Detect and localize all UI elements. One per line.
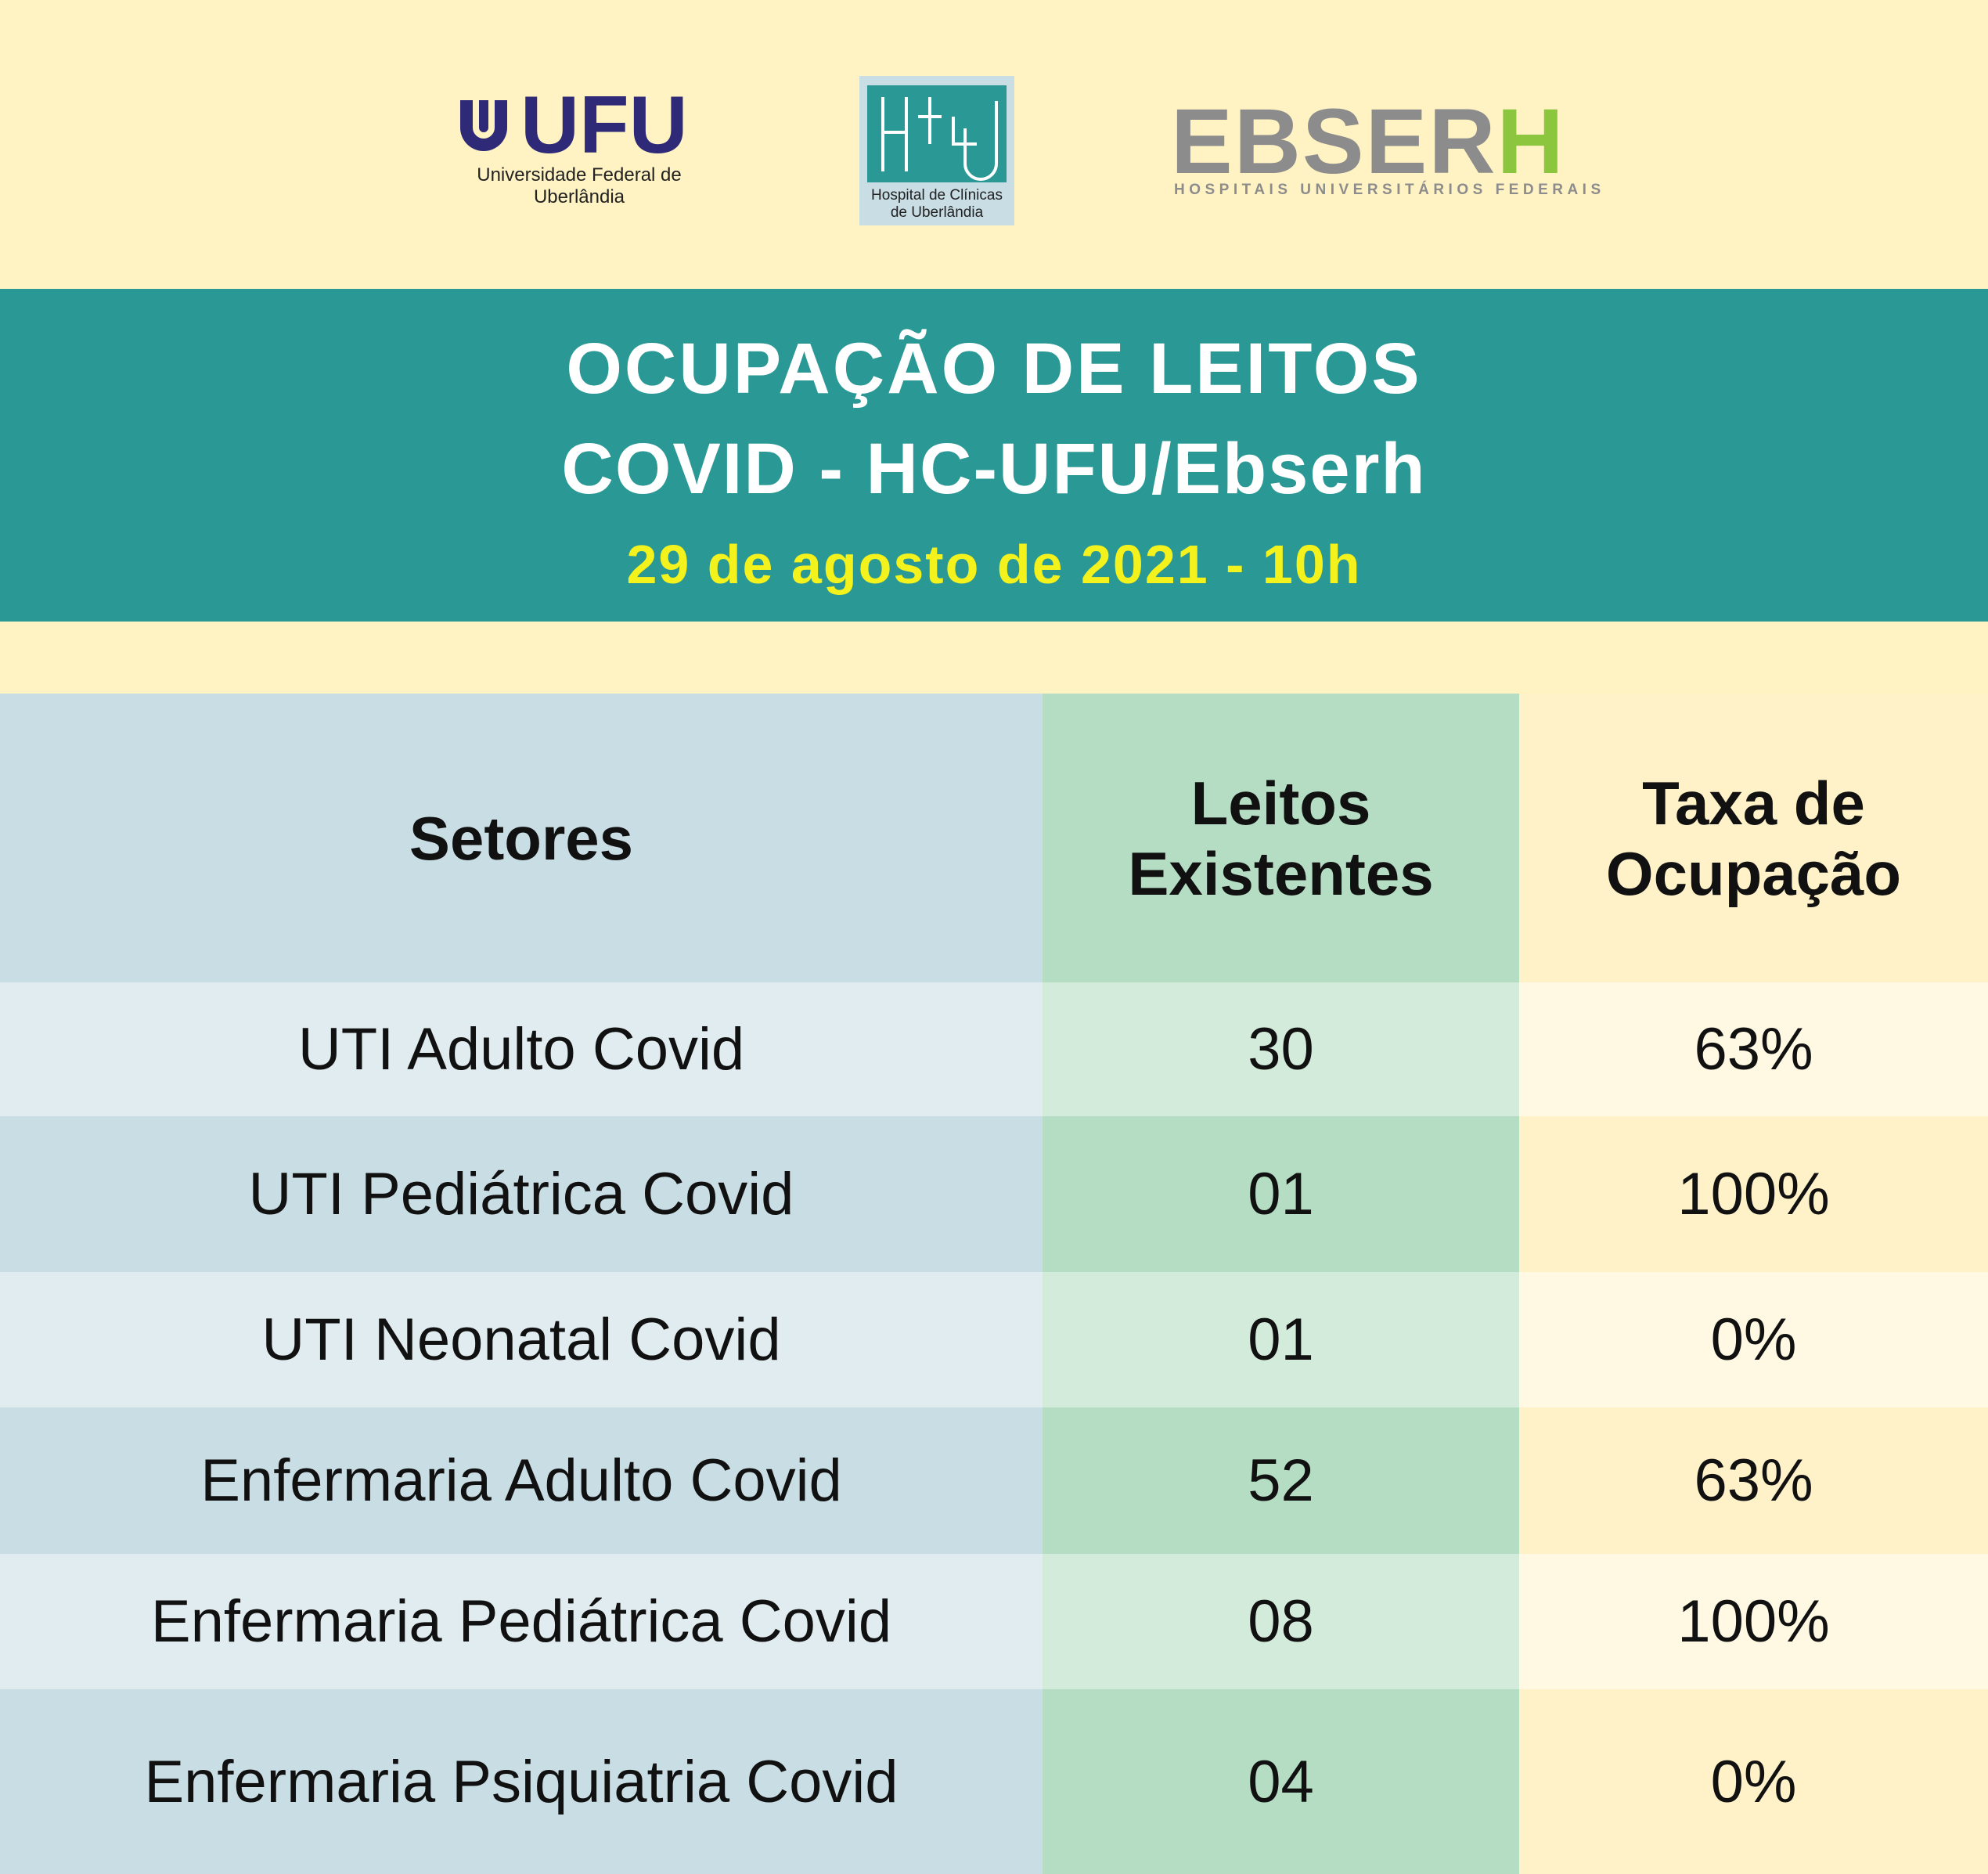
table-cell: 0% bbox=[1519, 1272, 1988, 1407]
title-line: COVID - HC-UFU/Ebserh bbox=[561, 429, 1427, 509]
ufu-name: UFU bbox=[520, 80, 688, 171]
ebserh-name: EBSERH bbox=[1171, 96, 1565, 188]
hc-caption-line: Hospital de Clínicas bbox=[871, 187, 1003, 204]
table-cell: UTI Neonatal Covid bbox=[0, 1272, 1043, 1407]
table-cell: 63% bbox=[1519, 1407, 1988, 1554]
table-cell: 30 bbox=[1043, 982, 1519, 1116]
table-cell: Enfermaria Adulto Covid bbox=[0, 1407, 1043, 1554]
table-cell: 100% bbox=[1519, 1116, 1988, 1272]
title-line: OCUPAÇÃO DE LEITOS bbox=[566, 329, 1422, 409]
table-cell: UTI Pediátrica Covid bbox=[0, 1116, 1043, 1272]
table-cell: Enfermaria Psiquiatria Covid bbox=[0, 1689, 1043, 1874]
hc-caption: Hospital de Clínicas de Uberlândia bbox=[859, 187, 1014, 222]
hc-logo: Hospital de Clínicas de Uberlândia bbox=[859, 76, 1014, 225]
table-cell: 01 bbox=[1043, 1116, 1519, 1272]
ufu-caption: Universidade Federal de Uberlândia bbox=[438, 164, 720, 208]
ufu-caption-line: Universidade Federal de bbox=[477, 164, 682, 186]
column-header: Leitos Existentes bbox=[1043, 694, 1519, 982]
table-cell: UTI Adulto Covid bbox=[0, 982, 1043, 1116]
hc-icon bbox=[867, 85, 1007, 182]
table-cell: 08 bbox=[1043, 1554, 1519, 1689]
table-cell: 01 bbox=[1043, 1272, 1519, 1407]
table-cell: 52 bbox=[1043, 1407, 1519, 1554]
ebserh-gray: EBSER bbox=[1171, 90, 1497, 193]
date: 29 de agosto de 2021 - 10h bbox=[626, 534, 1362, 595]
table-cell: 04 bbox=[1043, 1689, 1519, 1874]
table-cell: 63% bbox=[1519, 982, 1988, 1116]
hc-caption-line: de Uberlândia bbox=[890, 204, 984, 221]
ufu-icon bbox=[460, 100, 507, 151]
table-cell: 0% bbox=[1519, 1689, 1988, 1874]
ebserh-caption: HOSPITAIS UNIVERSITÁRIOS FEDERAIS bbox=[1174, 182, 1605, 198]
ebserh-green: H bbox=[1496, 90, 1565, 193]
title-banner: OCUPAÇÃO DE LEITOS COVID - HC-UFU/Ebserh… bbox=[0, 289, 1988, 622]
table-cell: Enfermaria Pediátrica Covid bbox=[0, 1554, 1043, 1689]
ufu-caption-line: Uberlândia bbox=[533, 186, 625, 207]
column-header: Taxa de Ocupação bbox=[1519, 694, 1988, 982]
table-cell: 100% bbox=[1519, 1554, 1988, 1689]
column-header: Setores bbox=[0, 694, 1043, 982]
